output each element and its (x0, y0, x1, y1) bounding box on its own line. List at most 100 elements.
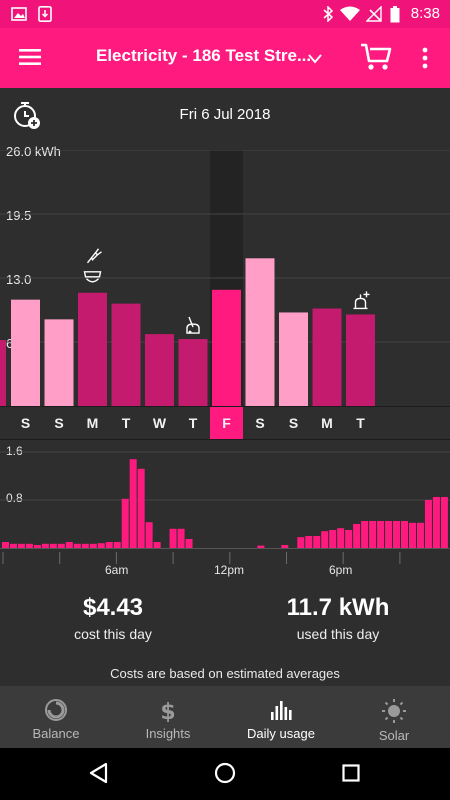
hourly-bar-5[interactable] (41, 543, 49, 548)
hourly-bar-11[interactable] (89, 543, 97, 548)
hourly-bar-49[interactable] (393, 521, 401, 548)
hourly-bar-14[interactable] (113, 542, 121, 548)
daily-usage-chart[interactable] (0, 150, 450, 408)
tab-solar[interactable]: Solar (338, 686, 450, 748)
home-icon[interactable] (214, 762, 236, 789)
hourly-bar-39[interactable] (313, 536, 321, 548)
hourly-bar-32[interactable] (257, 545, 265, 548)
day-label-4[interactable]: W (152, 415, 167, 431)
hourly-bar-37[interactable] (297, 537, 305, 548)
hourly-bar-41[interactable] (329, 530, 337, 548)
bar-6[interactable] (212, 289, 241, 406)
hourly-bar-1[interactable] (9, 543, 17, 548)
add-timer-icon[interactable] (12, 100, 42, 135)
cart-icon[interactable] (360, 43, 392, 76)
hourly-bar-43[interactable] (345, 530, 353, 548)
hourly-bar-8[interactable] (65, 542, 73, 548)
bar-2[interactable] (78, 292, 107, 406)
hourly-bar-18[interactable] (145, 522, 153, 548)
hourly-x-tick-label: 6am (105, 563, 129, 577)
hourly-bar-6[interactable] (49, 543, 57, 548)
sun-icon (382, 699, 406, 723)
bar-8[interactable] (279, 312, 308, 406)
tab-daily-usage[interactable]: Daily usage (225, 686, 337, 748)
hourly-bar-53[interactable] (424, 500, 432, 548)
bar-7[interactable] (245, 258, 275, 406)
hourly-bar-35[interactable] (281, 545, 289, 548)
hourly-bar-40[interactable] (321, 531, 329, 548)
hourly-bar-54[interactable] (432, 497, 440, 548)
image-icon (11, 6, 27, 27)
day-label-6[interactable]: F (210, 407, 243, 439)
hourly-bar-16[interactable] (129, 459, 137, 548)
day-label-8[interactable]: S (288, 415, 299, 431)
usage-label: used this day (296, 626, 380, 642)
hourly-x-tick-label: 6pm (329, 563, 353, 577)
bar-5[interactable] (178, 339, 208, 406)
bar-1[interactable] (44, 319, 74, 406)
bar-9[interactable] (312, 308, 342, 406)
tab-balance[interactable]: Balance (0, 686, 112, 748)
account-title[interactable]: Electricity - 186 Test Stre... (96, 46, 312, 65)
hourly-bar-47[interactable] (377, 521, 385, 548)
day-label-5[interactable]: T (188, 415, 198, 431)
recents-icon[interactable] (342, 764, 360, 787)
day-label-3[interactable]: T (121, 415, 131, 431)
hourly-bar-42[interactable] (337, 528, 345, 548)
hourly-bar-0[interactable] (2, 542, 9, 548)
chevron-down-icon[interactable] (308, 51, 322, 69)
hourly-bar-19[interactable] (153, 542, 161, 548)
hourly-bar-9[interactable] (73, 543, 81, 548)
bar-10[interactable] (346, 314, 375, 406)
hourly-bar-10[interactable] (81, 543, 89, 548)
selected-date: Fri 6 Jul 2018 (179, 106, 271, 123)
plug-icon (86, 248, 102, 264)
day-label-7[interactable]: S (255, 415, 265, 431)
hourly-bar-46[interactable] (369, 521, 377, 548)
phone-download-icon (38, 6, 52, 27)
menu-icon[interactable] (19, 47, 41, 72)
tab-label: Balance (32, 726, 80, 741)
clock-time: 8:38 (410, 5, 440, 22)
hourly-bar-4[interactable] (33, 545, 41, 548)
hourly-bar-3[interactable] (25, 543, 33, 548)
hourly-bar-7[interactable] (57, 543, 65, 548)
bar-0[interactable] (11, 299, 40, 406)
day-label-1[interactable]: S (54, 415, 64, 431)
daily-usage-view: Fri 6 Jul 2018 26.0 kWh 19.5 13.0 6.5 SS… (0, 88, 450, 686)
bluetooth-icon (322, 5, 334, 27)
y-tick-label: 19.5 (6, 208, 32, 223)
day-label-10[interactable]: T (356, 415, 365, 431)
day-label-9[interactable]: M (321, 415, 333, 431)
hourly-bar-38[interactable] (305, 536, 313, 548)
hourly-bar-45[interactable] (361, 521, 369, 548)
hourly-bar-22[interactable] (177, 528, 185, 548)
hourly-bar-44[interactable] (353, 524, 361, 548)
hourly-y-tick-label: 0.8 (6, 491, 23, 505)
hourly-bar-17[interactable] (137, 468, 145, 548)
hourly-usage-chart[interactable] (0, 438, 450, 568)
bar-4[interactable] (145, 334, 174, 406)
hourly-bar-15[interactable] (121, 498, 129, 548)
hourly-bar-21[interactable] (169, 528, 177, 548)
hourly-bar-51[interactable] (408, 522, 416, 548)
hourly-bar-13[interactable] (105, 542, 113, 548)
day-label-2[interactable]: M (86, 415, 99, 431)
wifi-icon (340, 6, 360, 27)
status-bar: 8:38 (0, 0, 450, 28)
hourly-bar-48[interactable] (385, 521, 393, 548)
day-label-0[interactable]: S (20, 415, 31, 431)
hourly-bar-23[interactable] (185, 539, 193, 548)
hourly-bar-55[interactable] (440, 497, 448, 548)
hourly-bar-52[interactable] (416, 522, 424, 548)
back-icon[interactable] (88, 762, 110, 789)
hourly-bar-50[interactable] (401, 521, 408, 548)
usage-summary: 11.7 kWh used this day (253, 594, 423, 642)
hourly-bar-2[interactable] (17, 543, 25, 548)
tab-insights[interactable]: $ Insights (112, 686, 224, 748)
tab-label: Insights (145, 726, 191, 741)
bar-previous-day[interactable] (0, 340, 6, 406)
more-options-icon[interactable] (422, 47, 428, 74)
hourly-bar-12[interactable] (97, 543, 105, 548)
bar-3[interactable] (111, 303, 141, 406)
